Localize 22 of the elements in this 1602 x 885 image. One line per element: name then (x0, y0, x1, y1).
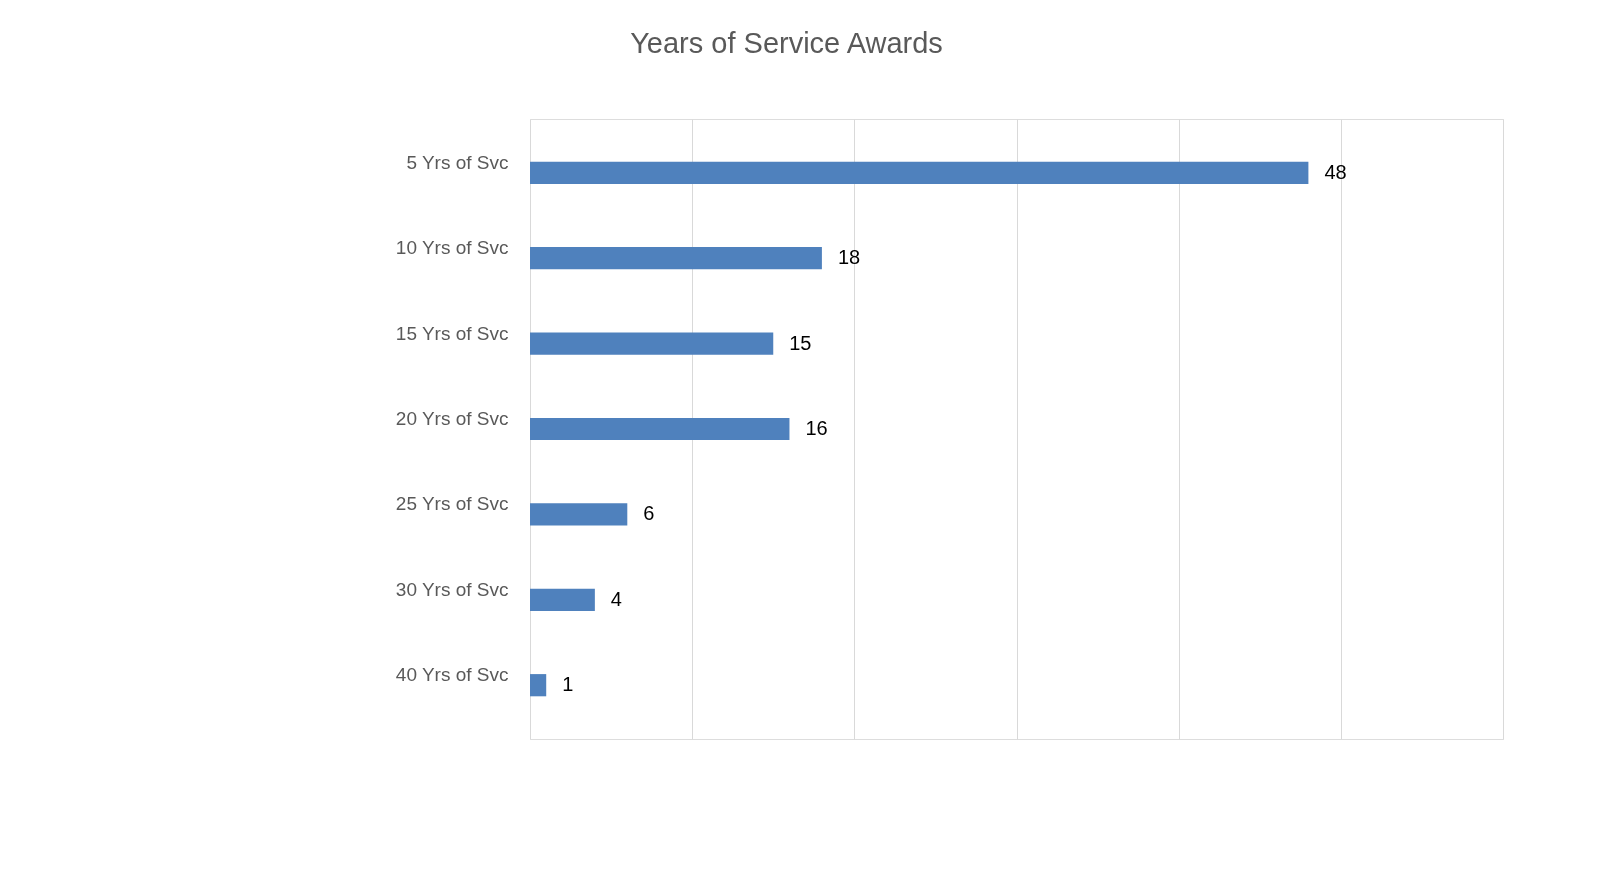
bar (530, 247, 822, 270)
bar (530, 674, 547, 697)
y-tick-label: 25 Yrs of Svc (395, 493, 509, 515)
bar (530, 161, 1309, 184)
bar (530, 503, 628, 526)
y-tick-label: 10 Yrs of Svc (395, 237, 509, 259)
y-tick-label: 20 Yrs of Svc (395, 408, 509, 429)
y-tick-label: 15 Yrs of Svc (395, 322, 509, 344)
data-label: 4 (610, 587, 622, 610)
bar (530, 588, 595, 611)
chart-title: Years of Service Awards (630, 27, 943, 59)
data-label: 6 (643, 502, 655, 525)
y-tick-label: 30 Yrs of Svc (395, 578, 509, 600)
data-label: 16 (805, 417, 828, 439)
bar (530, 417, 790, 441)
y-tick-label: 40 Yrs of Svc (395, 664, 509, 686)
bar (530, 332, 774, 355)
data-label: 48 (1324, 160, 1347, 183)
data-label: 18 (837, 246, 861, 269)
data-label: 15 (789, 331, 812, 354)
data-label: 1 (562, 673, 574, 696)
y-tick-label: 5 Yrs of Svc (406, 151, 509, 173)
